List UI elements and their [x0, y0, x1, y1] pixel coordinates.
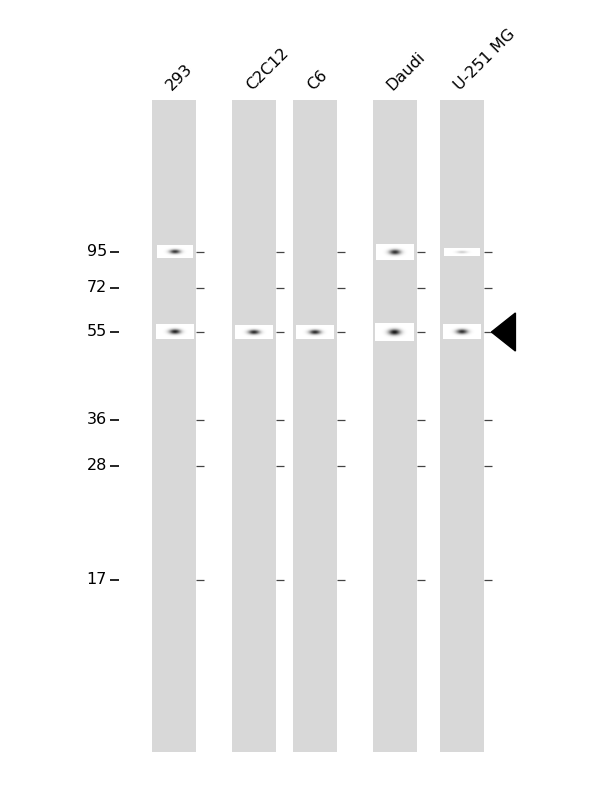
Text: 55: 55 — [87, 325, 107, 339]
Text: 28: 28 — [87, 458, 107, 473]
Bar — [152, 100, 196, 752]
Bar — [232, 100, 276, 752]
Text: C2C12: C2C12 — [244, 46, 291, 94]
Text: Daudi: Daudi — [384, 50, 428, 94]
Polygon shape — [491, 313, 515, 351]
Text: 95: 95 — [87, 245, 107, 259]
Text: 293: 293 — [164, 62, 196, 94]
Text: 17: 17 — [87, 573, 107, 587]
Bar — [440, 100, 484, 752]
Text: C6: C6 — [305, 68, 330, 94]
Bar — [293, 100, 337, 752]
Text: U-251 MG: U-251 MG — [452, 27, 518, 94]
Text: 36: 36 — [87, 413, 107, 427]
Text: 72: 72 — [87, 281, 107, 295]
Bar — [373, 100, 417, 752]
